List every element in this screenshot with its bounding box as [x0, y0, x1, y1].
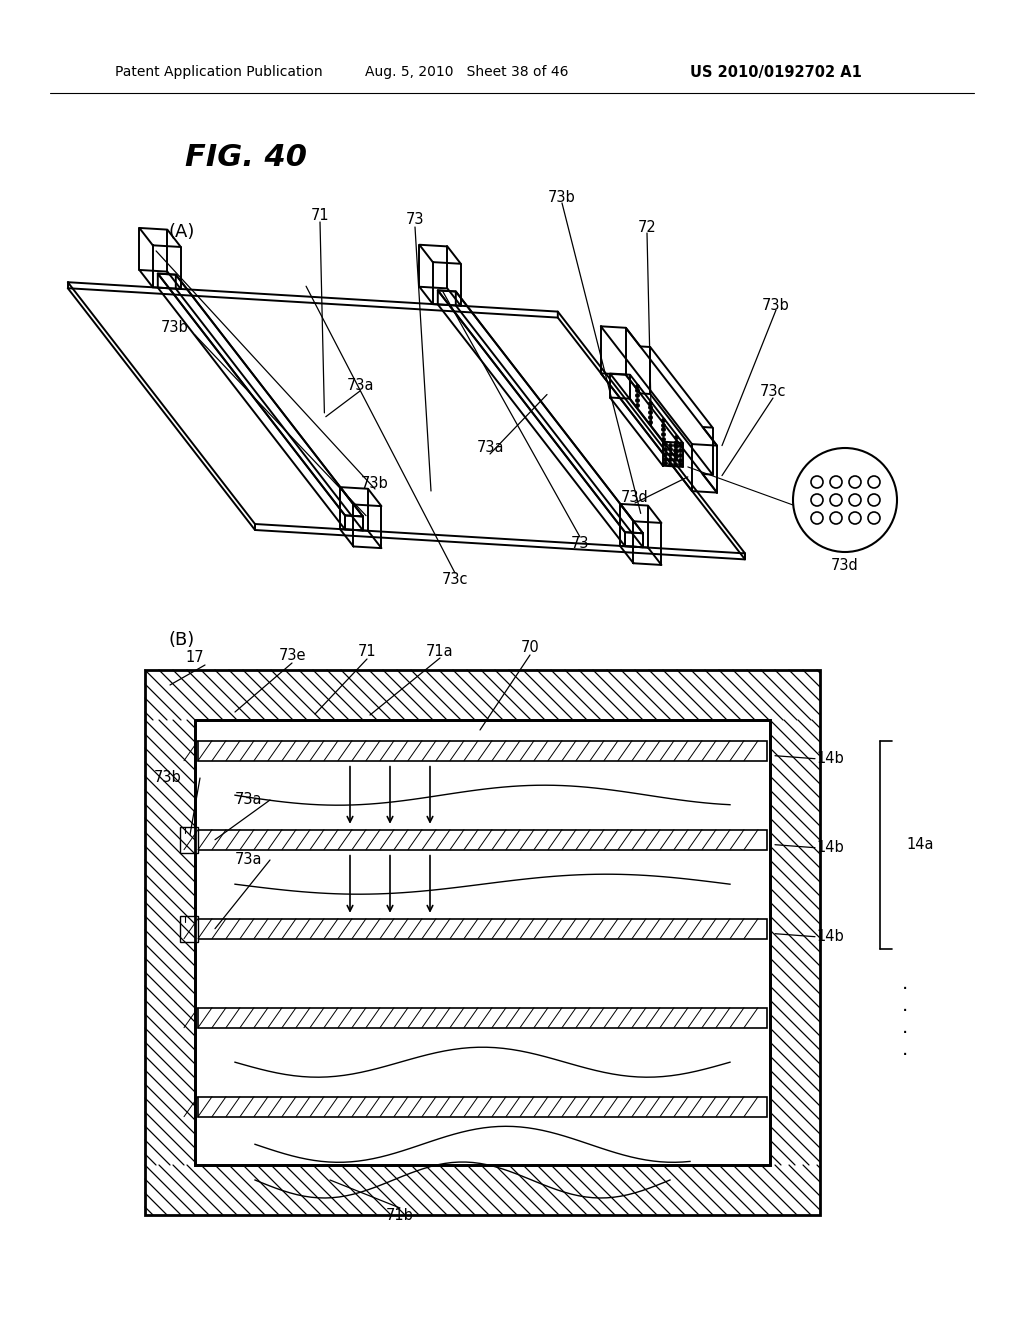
Text: 73c: 73c: [760, 384, 786, 400]
Bar: [198, 1007, 767, 1028]
Text: 73a: 73a: [234, 853, 262, 867]
Text: 73: 73: [570, 536, 589, 550]
Text: 71: 71: [357, 644, 376, 660]
Text: .: .: [902, 1018, 908, 1038]
Text: 73b: 73b: [762, 297, 790, 313]
Text: 73a: 73a: [346, 378, 374, 392]
Text: US 2010/0192702 A1: US 2010/0192702 A1: [690, 65, 862, 79]
Bar: [145, 671, 820, 1214]
Text: 73: 73: [406, 213, 424, 227]
Text: 73e: 73e: [279, 648, 306, 664]
Text: 73b: 73b: [161, 321, 188, 335]
Bar: [195, 719, 770, 1166]
Bar: [770, 719, 820, 1166]
Text: 73d: 73d: [831, 557, 859, 573]
Bar: [180, 826, 198, 853]
Bar: [180, 916, 198, 941]
Bar: [145, 1166, 820, 1214]
Bar: [145, 719, 195, 1166]
Text: 14a: 14a: [906, 837, 934, 853]
Text: Patent Application Publication: Patent Application Publication: [115, 65, 323, 79]
Text: .: .: [902, 974, 908, 993]
Text: FIG. 40: FIG. 40: [185, 144, 307, 173]
Text: Aug. 5, 2010   Sheet 38 of 46: Aug. 5, 2010 Sheet 38 of 46: [365, 65, 568, 79]
Text: 73b: 73b: [361, 475, 389, 491]
Bar: [198, 1097, 767, 1117]
Bar: [145, 671, 820, 719]
Text: 73b: 73b: [548, 190, 575, 205]
Text: 73b: 73b: [155, 771, 182, 785]
Text: 73a: 73a: [234, 792, 262, 808]
Bar: [195, 719, 770, 1166]
Text: 73a: 73a: [476, 441, 504, 455]
Text: 73d: 73d: [622, 490, 649, 504]
Text: (A): (A): [168, 223, 195, 242]
Text: 14b: 14b: [816, 929, 844, 944]
Text: 73c: 73c: [441, 573, 468, 587]
Text: 14b: 14b: [816, 751, 844, 766]
Bar: [198, 741, 767, 760]
Text: 70: 70: [520, 640, 540, 656]
Text: 71b: 71b: [386, 1208, 414, 1222]
Bar: [198, 919, 767, 939]
Text: .: .: [902, 997, 908, 1015]
Text: .: .: [902, 1040, 908, 1059]
Text: 71: 71: [310, 207, 330, 223]
Text: 71a: 71a: [426, 644, 454, 659]
Text: 17: 17: [185, 651, 205, 665]
Text: 14b: 14b: [816, 841, 844, 855]
Text: (B): (B): [168, 631, 195, 649]
Bar: [198, 830, 767, 850]
Text: 72: 72: [638, 219, 656, 235]
